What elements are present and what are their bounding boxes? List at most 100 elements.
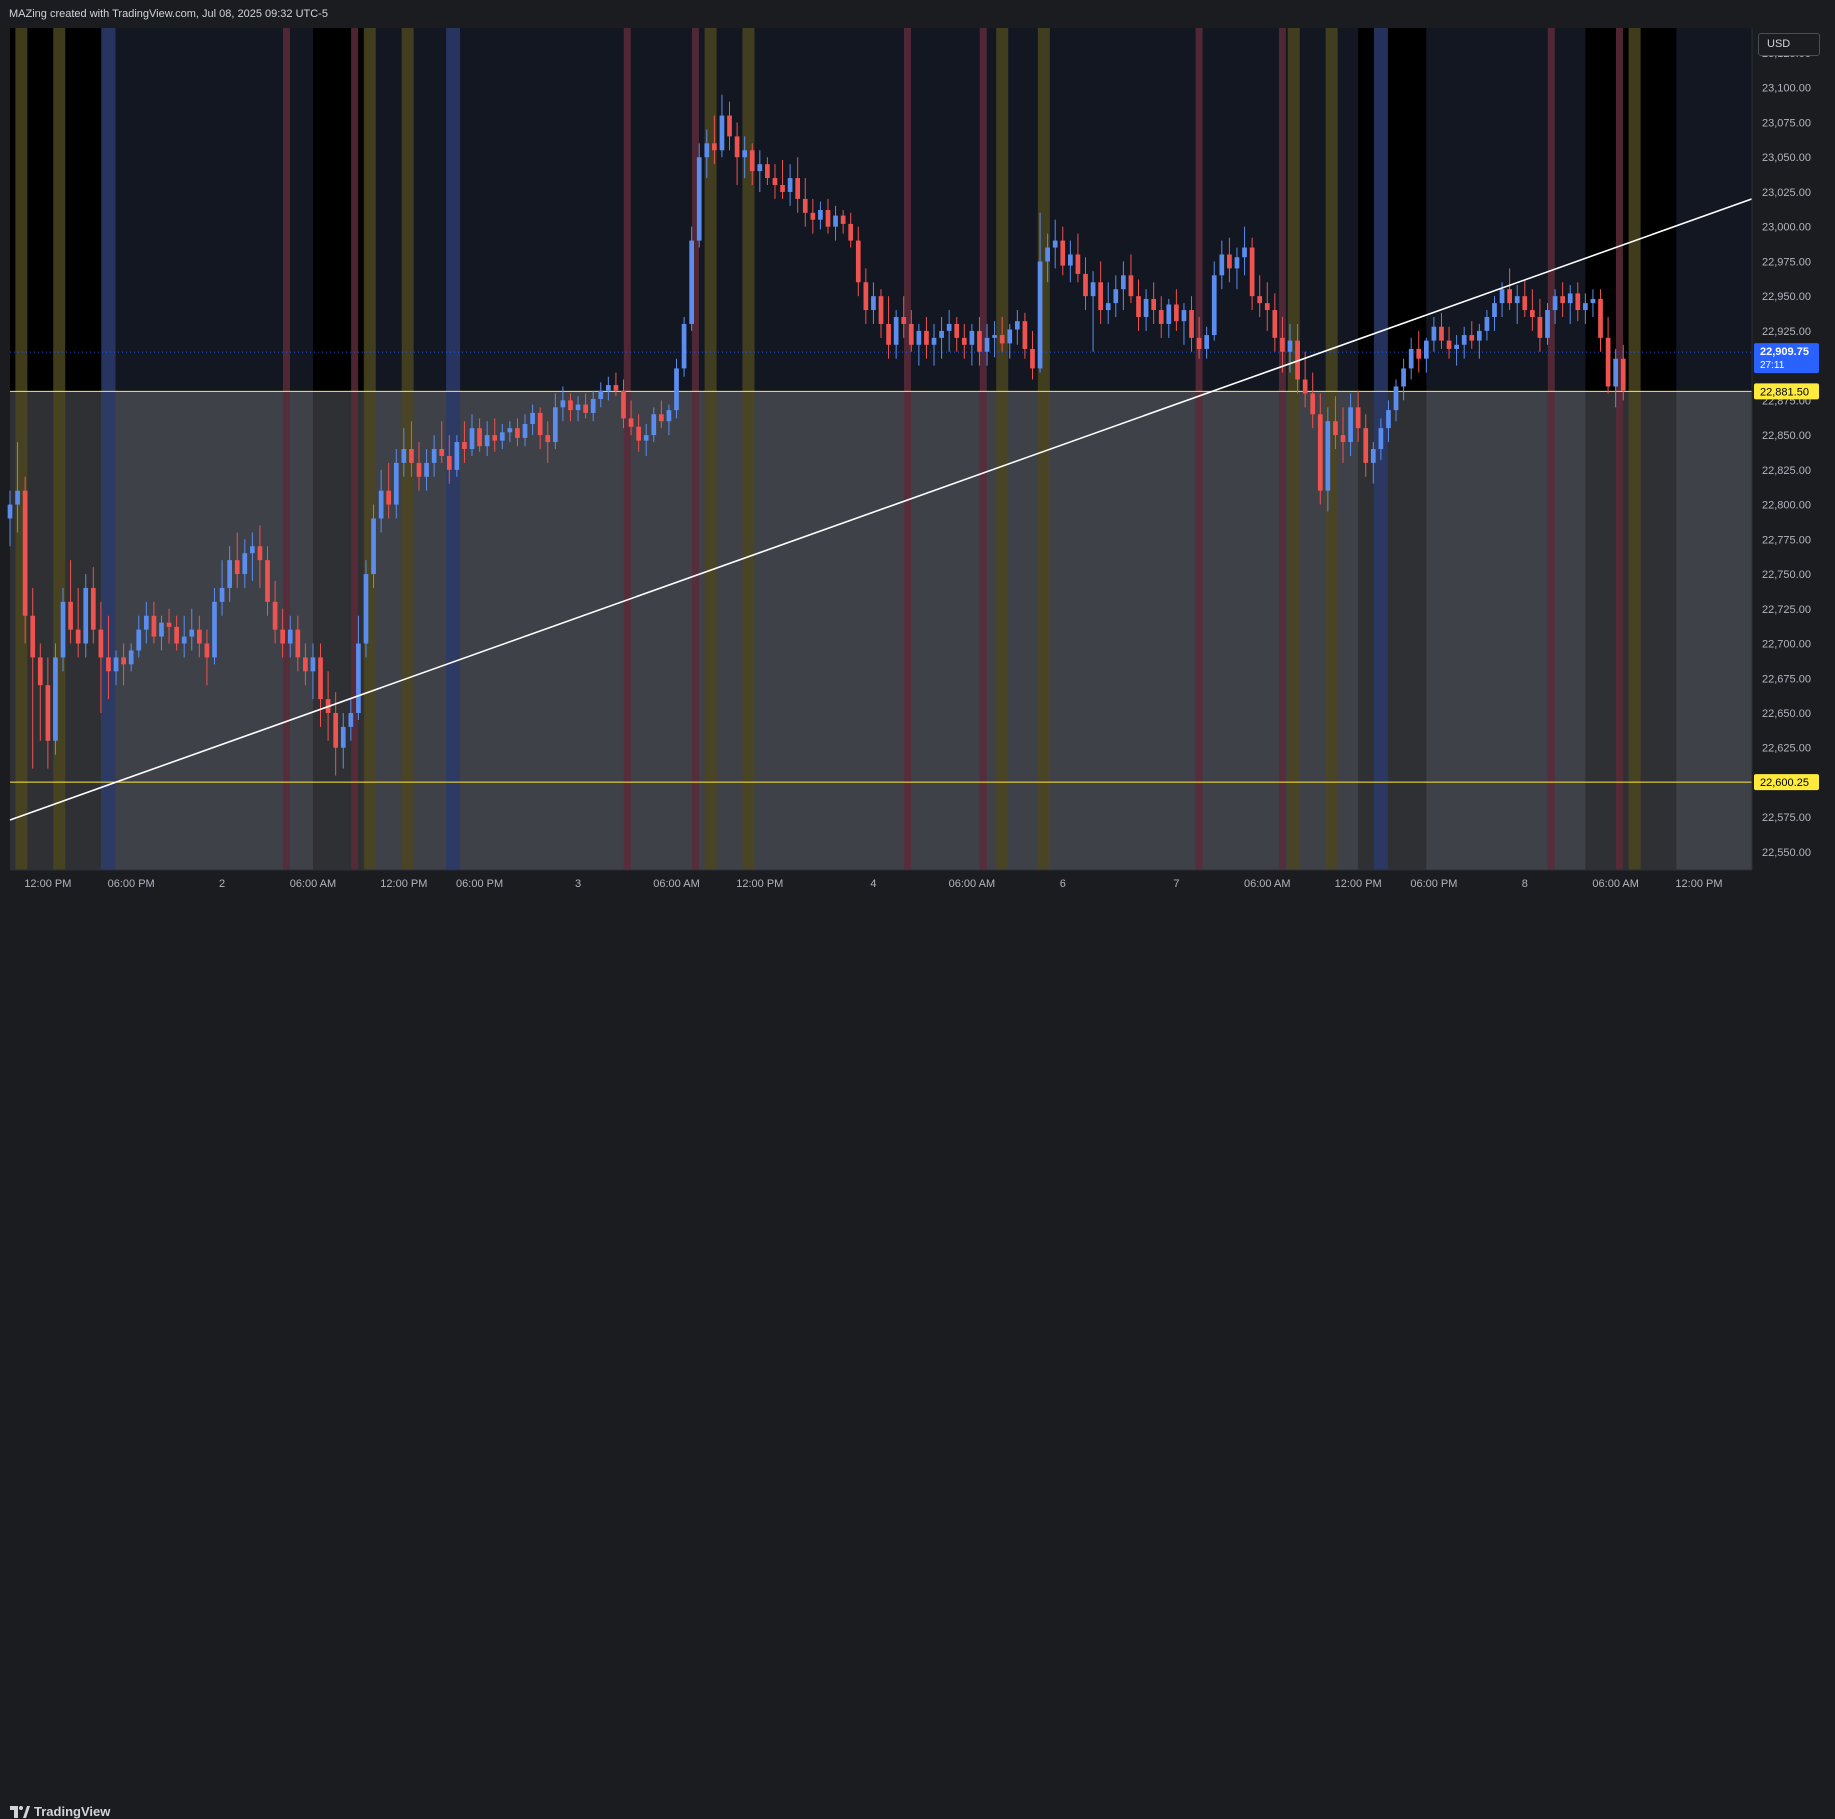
- y-tick-label: 22,825.00: [1762, 465, 1811, 477]
- candle-body: [605, 385, 611, 391]
- candle-body: [1098, 282, 1103, 311]
- y-tick-label: 22,750.00: [1762, 569, 1811, 581]
- candle-body: [1257, 296, 1263, 304]
- candle-body: [1492, 303, 1497, 318]
- candle-body: [681, 323, 687, 369]
- chart-footer: TradingView: [0, 898, 1835, 1819]
- candle-body: [749, 150, 755, 172]
- candle-body: [1401, 368, 1406, 387]
- x-tick-label: 12:00 PM: [1675, 878, 1722, 890]
- y-tick-label: 22,700.00: [1762, 639, 1811, 651]
- chart-header: MAZing created with TradingView.com, Jul…: [0, 0, 1835, 28]
- candle-body: [1408, 348, 1414, 369]
- candle-body: [53, 657, 58, 741]
- candle-body: [961, 337, 967, 345]
- candle-body: [643, 435, 649, 441]
- level-price-value: 22,600.25: [1760, 777, 1809, 789]
- candle-body: [530, 412, 535, 424]
- candle-body: [1302, 379, 1308, 394]
- candle-body: [696, 157, 702, 241]
- tradingview-logo-icon: [10, 1805, 30, 1818]
- candle-body: [1211, 275, 1217, 336]
- candle-body: [196, 629, 202, 644]
- candle-body: [15, 490, 20, 505]
- candle-body: [340, 726, 346, 748]
- session-band-asia: [704, 28, 717, 870]
- bar-countdown: 27:11: [1760, 360, 1785, 371]
- candle-body: [303, 657, 308, 672]
- y-tick-label: 22,650.00: [1762, 708, 1811, 720]
- candle-body: [515, 428, 520, 438]
- dark-session-upper: [1358, 28, 1427, 392]
- candle-body: [439, 449, 445, 456]
- candle-body: [7, 504, 13, 519]
- candle-body: [1605, 337, 1611, 387]
- candle-body: [871, 296, 876, 311]
- candle-body: [1355, 407, 1361, 429]
- candle-body: [265, 560, 270, 602]
- candle-body: [1121, 275, 1126, 290]
- candle-body: [310, 657, 316, 672]
- candle-body: [1105, 303, 1111, 311]
- candle-body: [818, 210, 823, 220]
- candle-body: [772, 178, 778, 186]
- level-price-tag: [1754, 774, 1819, 791]
- candle-body: [901, 317, 907, 324]
- candle-body: [75, 629, 81, 644]
- candle-body: [22, 490, 28, 616]
- candle-body: [840, 215, 846, 224]
- candle-body: [1507, 289, 1512, 304]
- candle-body: [560, 400, 566, 408]
- price-axis[interactable]: 23,125.0023,100.0023,075.0023,050.0023,0…: [1751, 28, 1835, 870]
- y-tick-label: 23,000.00: [1762, 222, 1811, 234]
- candle-body: [1022, 321, 1028, 349]
- candle-body: [583, 404, 588, 413]
- candle-body: [1325, 421, 1331, 491]
- candle-body: [356, 643, 361, 713]
- candle-body: [848, 223, 854, 241]
- candle-body: [1431, 326, 1437, 341]
- candle-body: [219, 587, 225, 602]
- x-tick-label: 06:00 AM: [1592, 878, 1638, 890]
- candle-body: [401, 449, 407, 463]
- x-tick-label: 8: [1522, 878, 1528, 890]
- candle-body: [719, 115, 725, 151]
- candle-body: [1227, 254, 1232, 269]
- candle-body: [575, 404, 581, 411]
- candle-body: [1514, 296, 1520, 304]
- time-axis[interactable]: 12:00 PM 06:00 PM 2 06:00 AM 12:00 PM 06:00 P…: [0, 869, 1835, 898]
- candle-body: [83, 587, 89, 644]
- candle-body: [60, 601, 66, 658]
- session-band-london: [101, 28, 116, 870]
- candle-body: [416, 462, 422, 477]
- candlestick-chart[interactable]: 23,125.0023,100.0023,075.0023,050.0023,0…: [0, 0, 1835, 898]
- candle-body: [1333, 421, 1338, 436]
- candle-body: [189, 629, 195, 637]
- candle-body: [257, 546, 263, 561]
- currency-selector[interactable]: USD: [1758, 33, 1820, 56]
- trendline: [9, 198, 1753, 821]
- horizontal-levels[interactable]: [10, 351, 1752, 783]
- candle-body: [1037, 261, 1043, 369]
- candle-body: [1272, 310, 1278, 338]
- x-tick-label: 12:00 PM: [24, 878, 71, 890]
- candle-body: [825, 210, 831, 227]
- y-tick-label: 22,800.00: [1762, 500, 1811, 512]
- candle-body: [704, 143, 710, 158]
- session-band-asia: [996, 28, 1009, 870]
- candle-body: [1113, 289, 1119, 304]
- candle-body: [931, 337, 937, 345]
- candle-body: [1575, 293, 1581, 311]
- candle-body: [893, 317, 899, 345]
- session-band-asia: [15, 28, 28, 870]
- lower-zone: [10, 391, 1752, 870]
- trendline-layer[interactable]: [9, 198, 1753, 821]
- candle-body: [1560, 296, 1566, 304]
- candle-body: [954, 323, 960, 338]
- candle-body: [1151, 298, 1157, 311]
- brand[interactable]: TradingView: [10, 1804, 110, 1819]
- candle-body: [181, 636, 187, 644]
- candle-body: [1007, 329, 1013, 344]
- candle-body: [1530, 310, 1535, 318]
- candle-body: [1340, 435, 1346, 443]
